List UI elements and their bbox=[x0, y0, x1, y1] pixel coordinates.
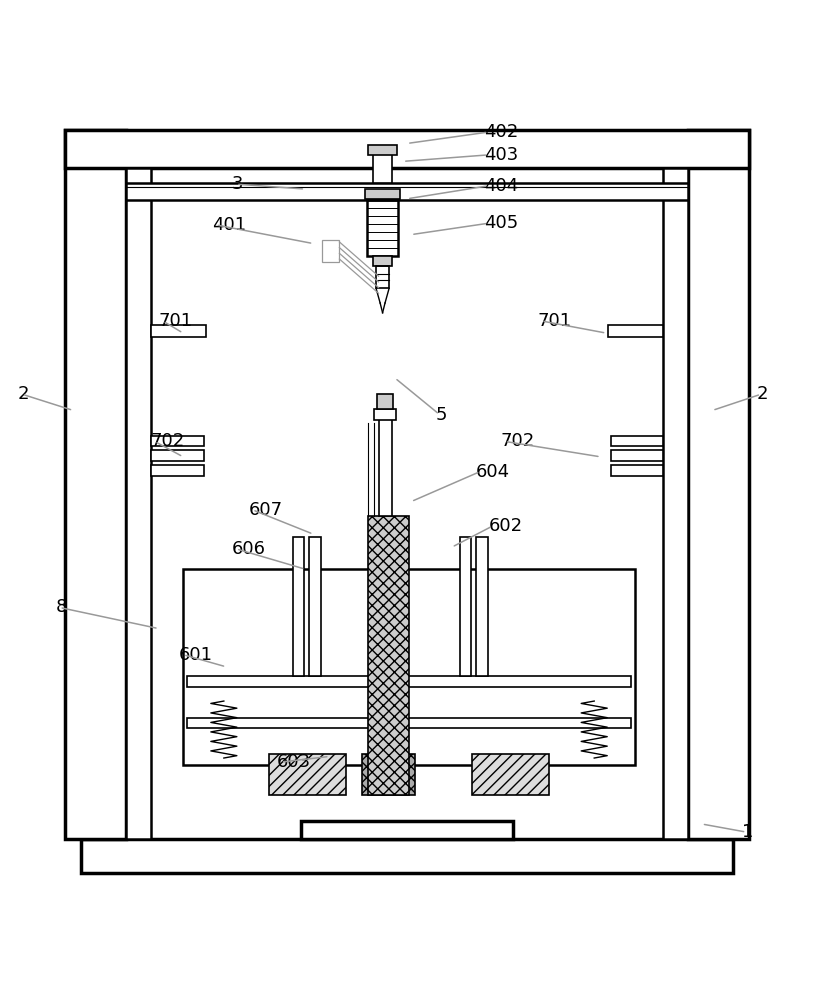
Bar bbox=[610, 436, 663, 446]
Bar bbox=[367, 248, 398, 256]
Bar bbox=[610, 465, 663, 476]
Bar bbox=[476, 537, 488, 676]
Bar bbox=[688, 130, 749, 839]
Bar bbox=[365, 189, 400, 199]
Bar bbox=[610, 450, 663, 461]
Text: 401: 401 bbox=[212, 216, 246, 234]
Bar bbox=[309, 537, 321, 676]
Bar bbox=[460, 537, 471, 676]
Bar bbox=[379, 419, 392, 516]
Bar bbox=[373, 152, 392, 183]
Bar bbox=[151, 436, 204, 446]
Bar bbox=[65, 130, 126, 839]
Text: 701: 701 bbox=[537, 312, 571, 330]
Text: 404: 404 bbox=[484, 177, 519, 195]
Bar bbox=[608, 325, 663, 337]
Bar bbox=[374, 409, 396, 420]
Bar bbox=[151, 450, 204, 461]
Text: 5: 5 bbox=[435, 406, 447, 424]
Bar bbox=[368, 516, 409, 795]
Bar bbox=[183, 569, 635, 765]
Bar bbox=[269, 754, 346, 795]
Text: 402: 402 bbox=[484, 123, 519, 141]
Bar bbox=[187, 718, 631, 728]
Bar bbox=[126, 183, 688, 200]
Text: 606: 606 bbox=[232, 540, 266, 558]
Text: 607: 607 bbox=[248, 501, 282, 519]
Bar bbox=[472, 754, 549, 795]
Text: 702: 702 bbox=[151, 432, 185, 450]
Text: 405: 405 bbox=[484, 214, 519, 232]
Text: 604: 604 bbox=[476, 463, 510, 481]
Bar bbox=[377, 394, 393, 409]
Bar bbox=[81, 839, 733, 873]
Bar bbox=[322, 240, 339, 262]
Bar bbox=[376, 266, 389, 288]
Bar bbox=[126, 168, 151, 839]
Bar bbox=[187, 676, 631, 687]
Bar bbox=[367, 216, 398, 224]
Bar bbox=[373, 256, 392, 266]
Bar bbox=[368, 145, 397, 155]
Text: 701: 701 bbox=[159, 312, 193, 330]
Bar bbox=[151, 465, 204, 476]
Text: 403: 403 bbox=[484, 146, 519, 164]
Bar bbox=[367, 232, 398, 240]
Bar bbox=[663, 168, 688, 839]
Text: 1: 1 bbox=[742, 823, 754, 841]
Text: 602: 602 bbox=[488, 517, 523, 535]
Bar bbox=[367, 224, 398, 232]
Text: 603: 603 bbox=[277, 753, 311, 771]
Bar bbox=[367, 200, 398, 256]
Bar bbox=[367, 200, 398, 208]
Bar bbox=[301, 821, 513, 839]
Text: 2: 2 bbox=[757, 385, 768, 403]
Bar bbox=[362, 754, 415, 795]
Text: 8: 8 bbox=[55, 598, 67, 616]
Bar bbox=[65, 130, 749, 168]
Text: 2: 2 bbox=[18, 385, 29, 403]
Bar bbox=[367, 240, 398, 248]
Text: 601: 601 bbox=[179, 646, 213, 664]
Text: 702: 702 bbox=[501, 432, 535, 450]
Bar bbox=[151, 325, 206, 337]
Bar bbox=[367, 208, 398, 216]
Text: 3: 3 bbox=[232, 175, 243, 193]
Bar bbox=[293, 537, 304, 676]
